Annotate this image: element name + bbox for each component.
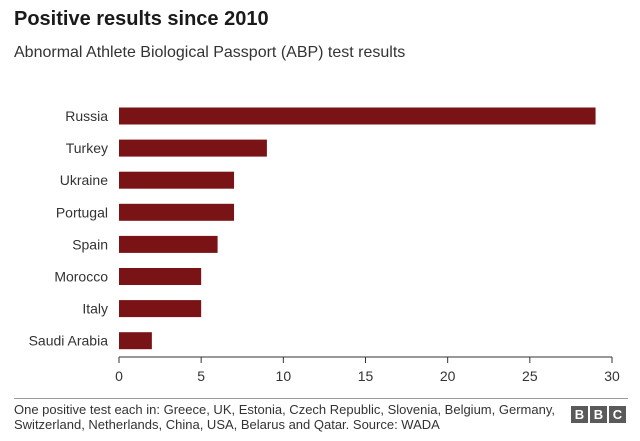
bar (119, 235, 218, 253)
x-tick-label: 0 (115, 368, 123, 384)
category-label: Turkey (66, 140, 108, 156)
x-tick-label: 20 (440, 368, 456, 384)
bar (119, 203, 235, 221)
category-label: Russia (65, 108, 108, 124)
bbc-logo: B B C (571, 406, 626, 423)
chart-title: Positive results since 2010 (14, 8, 269, 30)
x-tick-label: 10 (276, 368, 292, 384)
footer-note: One positive test each in: Greece, UK, E… (14, 402, 555, 432)
x-tick-label: 5 (197, 368, 205, 384)
chart-subtitle: Abnormal Athlete Biological Passport (AB… (14, 44, 406, 61)
bar (119, 107, 596, 125)
bbc-logo-block: B (590, 406, 607, 423)
bar (119, 268, 202, 285)
bar (119, 332, 152, 350)
category-label: Morocco (54, 269, 108, 285)
bar (119, 139, 267, 157)
category-label: Italy (82, 301, 108, 317)
x-tick-label: 25 (522, 368, 538, 384)
bbc-logo-block: B (571, 406, 588, 423)
category-label: Ukraine (60, 172, 108, 188)
category-label: Spain (72, 236, 108, 252)
footer-divider (14, 398, 628, 399)
bar (119, 300, 202, 318)
x-tick-label: 30 (604, 368, 620, 384)
bar (119, 171, 235, 189)
category-label: Saudi Arabia (29, 333, 109, 349)
bbc-logo-block: C (609, 406, 626, 423)
x-tick-label: 15 (358, 368, 374, 384)
category-label: Portugal (56, 204, 108, 220)
